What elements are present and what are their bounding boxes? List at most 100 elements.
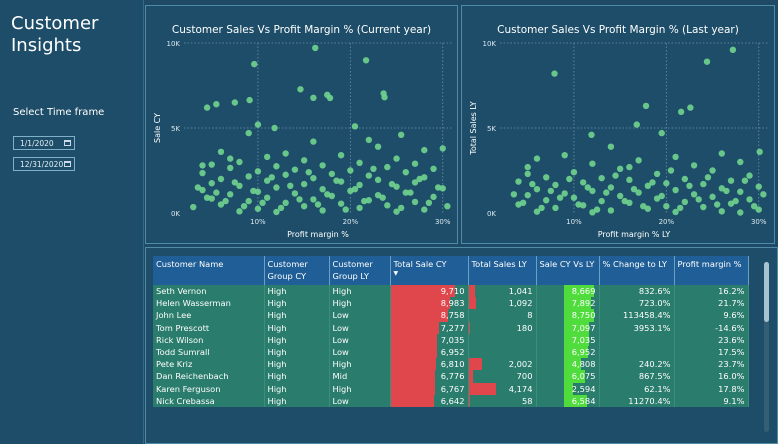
scatter-point[interactable]: [561, 190, 568, 197]
scatter-point[interactable]: [430, 165, 437, 172]
scatter-point[interactable]: [245, 129, 252, 137]
scatter-point[interactable]: [570, 194, 578, 201]
table-row[interactable]: Pete Kriz High High 6,810 2,002 4,808 240.2% 23…: [153, 358, 749, 371]
column-header[interactable]: Customer Name: [153, 256, 265, 285]
scatter-point[interactable]: [663, 180, 670, 187]
scatter-point[interactable]: [402, 169, 409, 176]
scatter-point[interactable]: [713, 201, 721, 208]
scatter-point[interactable]: [533, 155, 541, 162]
scatter-point[interactable]: [277, 204, 285, 212]
scatter-point[interactable]: [444, 203, 451, 210]
scatter-point[interactable]: [533, 208, 541, 215]
table-row[interactable]: Todd Sumrall High Low 6,952 6,952 17.5%: [153, 346, 749, 359]
scatter-point[interactable]: [245, 173, 252, 180]
scatter-point[interactable]: [718, 208, 725, 215]
scatter-point[interactable]: [681, 198, 689, 206]
scatter-point[interactable]: [633, 121, 640, 128]
scatter-point[interactable]: [737, 158, 744, 166]
scatter-point[interactable]: [282, 171, 289, 178]
column-header[interactable]: Sale CY Vs LY: [536, 256, 600, 285]
scatter-point[interactable]: [421, 206, 428, 213]
table-row[interactable]: Helen Wasserman High High 8,983 1,092 7,892 72…: [153, 297, 749, 310]
scatter-point[interactable]: [263, 177, 271, 184]
scatter-point[interactable]: [407, 189, 414, 196]
scatter-point[interactable]: [411, 179, 419, 186]
scatter-point[interactable]: [213, 189, 220, 196]
scatter-point[interactable]: [732, 197, 739, 205]
scatter-point[interactable]: [709, 193, 716, 201]
scatter-point[interactable]: [746, 172, 753, 179]
scatter-point[interactable]: [384, 202, 391, 209]
scatter-point[interactable]: [231, 179, 239, 186]
scatter-point[interactable]: [663, 203, 670, 210]
scatter-point[interactable]: [635, 157, 642, 164]
scatter-point[interactable]: [240, 203, 248, 210]
scatter-point[interactable]: [690, 191, 698, 198]
scatter-point[interactable]: [434, 184, 442, 191]
scatter-point[interactable]: [333, 177, 340, 184]
scatter-point[interactable]: [312, 44, 319, 52]
scatter-point[interactable]: [374, 143, 382, 150]
scatter-point[interactable]: [263, 153, 271, 161]
scatter-point[interactable]: [589, 160, 596, 167]
end-date-input[interactable]: 12/31/2020: [13, 157, 75, 171]
scatter-point[interactable]: [300, 180, 308, 188]
scatter-point[interactable]: [439, 145, 446, 152]
scatter-point[interactable]: [190, 203, 197, 211]
scatter-point[interactable]: [251, 60, 258, 68]
scatter-point[interactable]: [328, 170, 336, 178]
table-row[interactable]: John Lee High Low 8,758 8 8,750 113458.4% 9.6%: [153, 309, 749, 322]
scatter-point[interactable]: [737, 209, 744, 216]
scatter-point[interactable]: [393, 155, 400, 162]
scatter-point[interactable]: [324, 191, 331, 198]
table-scrollbar[interactable]: [764, 262, 769, 432]
scatter-point[interactable]: [310, 94, 317, 102]
scatter-point[interactable]: [425, 199, 433, 206]
scatter-point[interactable]: [718, 150, 725, 157]
scatter-point[interactable]: [310, 138, 317, 145]
scatter-point[interactable]: [203, 194, 211, 201]
scatter-point[interactable]: [297, 86, 304, 93]
column-header[interactable]: Customer Group CY: [264, 256, 330, 285]
sort-indicator-icon[interactable]: ▼: [393, 270, 399, 277]
scatter-point[interactable]: [695, 196, 702, 203]
scatter-point[interactable]: [361, 197, 368, 205]
scatter-point[interactable]: [570, 169, 578, 176]
scatter-point[interactable]: [626, 176, 633, 184]
scatter-point[interactable]: [384, 163, 391, 171]
scatter-point[interactable]: [575, 201, 582, 208]
column-header[interactable]: Customer Group LY: [329, 256, 391, 285]
scatter-point[interactable]: [217, 201, 225, 208]
scatter-point[interactable]: [704, 174, 712, 181]
scatter-point[interactable]: [388, 180, 396, 188]
scatter-point[interactable]: [630, 186, 638, 193]
scatter-point[interactable]: [746, 196, 753, 203]
scatter-point[interactable]: [236, 182, 243, 189]
scatter-point[interactable]: [658, 129, 665, 137]
scatter-point[interactable]: [543, 174, 550, 181]
scatter-point[interactable]: [667, 167, 675, 174]
scatter-point[interactable]: [194, 184, 202, 191]
scatter-point[interactable]: [552, 181, 559, 189]
scatter-point[interactable]: [635, 189, 642, 196]
scatter-point[interactable]: [547, 187, 555, 195]
scatter-point[interactable]: [287, 182, 294, 189]
scatter-point[interactable]: [677, 108, 685, 116]
table-row[interactable]: Tom Prescott High Low 7,277 180 7,097 3953.1% -…: [153, 321, 749, 334]
scatter-point[interactable]: [246, 96, 253, 104]
scatter-point[interactable]: [263, 194, 271, 201]
scatter-point[interactable]: [273, 163, 280, 170]
scatter-point[interactable]: [723, 187, 730, 195]
scatter-point[interactable]: [305, 169, 312, 176]
scatter-point[interactable]: [351, 186, 359, 193]
scatter-point[interactable]: [616, 192, 624, 200]
scatter-point[interactable]: [524, 163, 531, 171]
scatter-point[interactable]: [561, 152, 568, 159]
scatter-point[interactable]: [579, 179, 587, 186]
scatter-point[interactable]: [584, 184, 591, 191]
scatter-point[interactable]: [342, 206, 349, 213]
scatter-point[interactable]: [347, 167, 354, 174]
scatter-point[interactable]: [556, 194, 564, 201]
scatter-point[interactable]: [231, 99, 239, 106]
scatter-point[interactable]: [515, 178, 522, 185]
